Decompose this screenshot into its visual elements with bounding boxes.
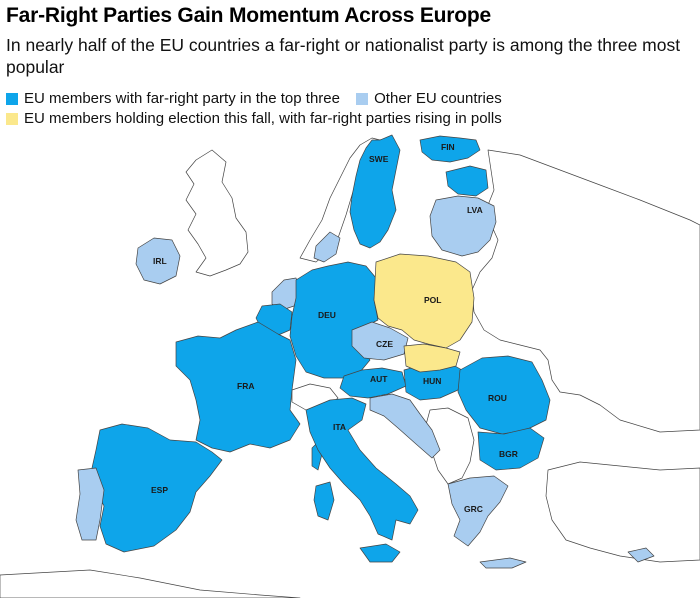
label-hun: HUN [423,376,441,386]
country-latvia-lithuania [429,195,497,257]
legend-label-other-eu: Other EU countries [374,90,502,107]
country-ireland [135,237,181,285]
legend-swatch-far-right [6,92,18,105]
country-crete [479,557,527,569]
country-sardinia [313,481,335,521]
label-lva: LVA [467,205,483,215]
country-cyprus [627,547,655,563]
country-romania [457,355,551,435]
legend-row-1: EU members with far-right party in the t… [6,90,514,109]
country-denmark [313,231,341,263]
legend-item-far-right: EU members with far-right party in the t… [6,90,340,107]
europe-map: SWE FIN LVA IRL POL DEU CZE AUT HUN FRA … [0,134,700,598]
label-cze: CZE [376,339,393,349]
country-estonia [445,165,489,197]
country-sweden [349,134,401,249]
region-north-africa [0,569,301,598]
map-title: Far-Right Parties Gain Momentum Across E… [6,4,491,27]
label-fra: FRA [237,381,254,391]
country-poland [373,253,475,349]
label-aut: AUT [370,374,388,384]
country-greece [447,475,509,547]
map-subtitle: In nearly half of the EU countries a far… [6,35,681,77]
country-france [175,321,301,453]
country-austria [339,367,407,399]
region-turkey [545,461,700,563]
country-bulgaria [477,427,545,471]
country-slovakia [403,343,461,373]
label-ita: ITA [333,422,346,432]
legend-label-far-right: EU members with far-right party in the t… [24,90,340,107]
country-slovenia-croatia [369,393,441,459]
country-germany [289,261,379,379]
legend-label-election: EU members holding election this fall, w… [24,110,502,127]
country-portugal [75,467,105,541]
label-swe: SWE [369,154,389,164]
legend-swatch-other-eu [356,92,369,105]
country-sicily [359,543,401,563]
legend-item-election: EU members holding election this fall, w… [6,110,502,127]
country-italy [305,397,419,541]
legend-item-other-eu: Other EU countries [356,90,502,107]
label-bgr: BGR [499,449,518,459]
region-russia-east [471,149,700,433]
label-fin: FIN [441,142,455,152]
region-uk [185,149,249,277]
country-finland [419,135,481,163]
label-esp: ESP [151,485,168,495]
legend-row-2: EU members holding election this fall, w… [6,110,514,129]
label-irl: IRL [153,256,167,266]
label-deu: DEU [318,310,336,320]
label-pol: POL [424,295,441,305]
label-rou: ROU [488,393,507,403]
country-czechia [351,321,409,361]
label-grc: GRC [464,504,483,514]
legend-swatch-election [6,112,18,125]
